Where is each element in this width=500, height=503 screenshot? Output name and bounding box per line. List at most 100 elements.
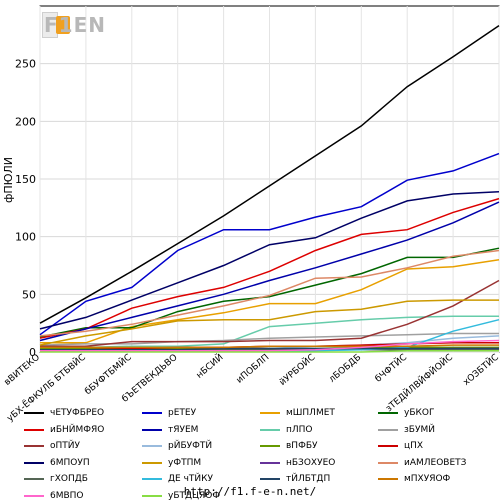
y-tick-label: 100 [15, 231, 36, 244]
legend-label: рЕТЕУ [168, 408, 197, 418]
series-line [40, 279, 500, 347]
legend-label: зБУМЙ [404, 424, 435, 435]
series-line [39, 332, 499, 346]
legend-item: уБТДЦЯОФ [142, 489, 220, 503]
series-line [40, 344, 499, 349]
legend-label: нБЗОХУЕО [286, 457, 336, 468]
legend-swatch [142, 445, 162, 447]
x-tick-label: бБУФТБМЙС [82, 351, 134, 397]
legend-label: цПХ [404, 441, 424, 451]
series-line [40, 315, 499, 349]
legend-swatch [24, 494, 44, 497]
series-line [39, 299, 499, 346]
x-tick-label: нБСИЙ [193, 351, 225, 381]
legend-label: уБТДЦЯОФ [168, 490, 221, 501]
legend-swatch [260, 428, 280, 431]
series-line [39, 249, 500, 337]
series-line [39, 197, 500, 339]
legend-item: вПФБУ [260, 439, 317, 453]
legend-item: рЙБУФТЙ [142, 439, 212, 453]
legend-item: иБНЙМФЯО [24, 423, 104, 437]
x-tick-label: йУРБОЙС [277, 351, 318, 388]
legend-swatch [142, 478, 162, 480]
legend-item: рЕТЕУ [142, 406, 196, 420]
series-line [39, 190, 500, 330]
series-line [39, 247, 500, 338]
legend-item: тЯУЕМ [142, 423, 198, 437]
legend-label: иБНЙМФЯО [50, 424, 105, 435]
legend-label: тЯУЕМ [168, 424, 199, 435]
legend-swatch [260, 478, 280, 480]
legend-item: чЕТУФБРЕО [24, 406, 104, 420]
legend-item: 6МВПО [24, 489, 84, 503]
legend-label: иАМЛЕОВЕТЗ [404, 457, 467, 468]
x-tick-label: бЧФТЙС [372, 351, 409, 385]
legend-swatch [24, 461, 44, 464]
logo-text: F1EN [44, 13, 106, 37]
legend-item: гХОПДБ [24, 472, 88, 486]
legend-swatch [378, 461, 398, 464]
logo: F1EN [42, 12, 105, 38]
series-line [40, 258, 500, 344]
x-tick-label: лБОБДБ [327, 353, 363, 385]
legend-item: ДЕ чТЙКУ [142, 472, 213, 486]
footer-url: http://f1.f-e-n.net/ [183, 485, 317, 498]
legend-label: чЕТУФБРЕО [50, 408, 105, 418]
legend-label: уФТПМ [168, 457, 202, 468]
series-line [39, 152, 500, 336]
legend-swatch [24, 478, 44, 480]
legend-swatch [24, 412, 44, 414]
legend-swatch [142, 412, 162, 414]
legend-label: гХОПДБ [50, 474, 88, 484]
legend-swatch [260, 461, 280, 464]
logo-accent [56, 16, 70, 34]
legend-label: оПТЙУ [50, 441, 80, 451]
y-tick-label: 250 [15, 58, 36, 71]
series-line [40, 339, 500, 352]
legend-swatch [378, 445, 398, 447]
legend-label: тЙЛБТДП [286, 474, 331, 484]
series-line [39, 201, 500, 342]
legend-label: вПФБУ [286, 441, 318, 451]
legend-label: ДЕ чТЙКУ [168, 474, 213, 484]
legend-swatch [378, 412, 398, 414]
series-line [39, 24, 500, 324]
legend-swatch [24, 428, 44, 431]
legend-label: мШПЛМЕТ [286, 408, 335, 418]
x-tick-label: вВИТЕКО [3, 353, 42, 388]
y-axis-label: фПЮЛИ [2, 157, 15, 203]
legend-swatch [260, 412, 280, 414]
legend-item: мПХУЯОФ [378, 472, 450, 486]
legend-label: 6МВПО [50, 490, 84, 501]
legend-swatch [378, 428, 398, 431]
x-tick-label: хОЗБТЙС [460, 351, 500, 388]
y-tick-label: 200 [15, 115, 36, 128]
legend-item: уБКОГ [378, 406, 434, 420]
legend-item: нБЗОХУЕО [260, 456, 335, 470]
x-tick-label: иПОБЛП [235, 353, 272, 386]
legend-item: цПХ [378, 439, 423, 453]
legend-swatch [260, 445, 280, 447]
legend-item: уФТПМ [142, 456, 201, 470]
legend-swatch [24, 445, 44, 447]
legend-label: пЛПО [286, 424, 313, 435]
legend-swatch [142, 461, 162, 464]
legend-item: зБУМЙ [378, 423, 435, 437]
legend-item: мШПЛМЕТ [260, 406, 335, 420]
legend-label: 6МПОУП [50, 457, 90, 468]
legend-swatch [142, 494, 162, 497]
y-tick-label: 0 [29, 346, 36, 359]
y-tick-label: 50 [22, 288, 36, 301]
series-line [40, 350, 499, 353]
legend-label: мПХУЯОФ [404, 474, 451, 484]
legend-item: иАМЛЕОВЕТЗ [378, 456, 466, 470]
legend-swatch [378, 478, 398, 480]
legend-swatch [142, 428, 162, 431]
legend-item: тЙЛБТДП [260, 472, 330, 486]
y-tick-label: 150 [15, 173, 36, 186]
legend-item: пЛПО [260, 423, 313, 437]
legend-item: 6МПОУП [24, 456, 90, 470]
legend-label: рЙБУФТЙ [168, 441, 213, 451]
legend-item: оПТЙУ [24, 439, 80, 453]
